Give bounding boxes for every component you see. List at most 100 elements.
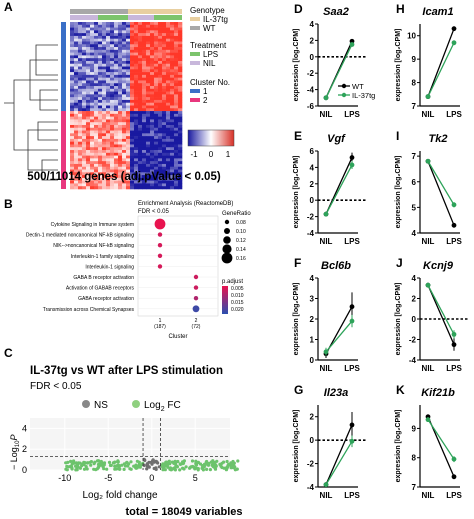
heatmap-cell [90, 158, 95, 162]
heatmap-cell [178, 55, 183, 59]
y-tick-label: 9 [412, 55, 417, 64]
heatmap-cell [154, 72, 159, 76]
heatmap-cell [98, 150, 103, 154]
heatmap-cell [126, 127, 131, 131]
heatmap-cell [158, 91, 163, 95]
heatmap-cell [134, 35, 139, 39]
heatmap-cell [154, 183, 159, 187]
heatmap-cell [94, 105, 99, 109]
x-tick-nil: NIL [422, 110, 435, 119]
heatmap-cell [150, 124, 155, 129]
heatmap-cell [70, 35, 75, 39]
heatmap-cell [118, 74, 123, 78]
heatmap-cell [138, 172, 143, 176]
heatmap-cell [146, 163, 151, 168]
heatmap-cell [142, 186, 147, 190]
heatmap-cell [130, 52, 135, 56]
heatmap-cell [114, 166, 119, 170]
volcano-point [137, 460, 141, 464]
heatmap-cell [158, 94, 163, 98]
heatmap-cell [174, 138, 179, 142]
heatmap-cell [102, 60, 107, 65]
heatmap-cell [150, 172, 155, 176]
heatmap-cell [70, 124, 75, 129]
heatmap-cell [90, 99, 95, 104]
heatmap-cell [86, 60, 91, 65]
heatmap-cell [162, 102, 167, 106]
heatmap-cell [130, 72, 135, 76]
heatmap-cell [130, 55, 135, 59]
heatmap-cell [130, 186, 135, 190]
heatmap-cell [106, 111, 111, 115]
heatmap-cell [94, 163, 99, 168]
wt-point [349, 304, 355, 310]
heatmap-cell [154, 169, 159, 173]
il37tg-point [451, 40, 457, 46]
volcano-point [107, 460, 112, 464]
heatmap-cell [94, 127, 99, 131]
heatmap-cell [78, 113, 83, 117]
heatmap-cell [150, 88, 155, 92]
heatmap-cell [162, 47, 167, 51]
heatmap-cell [118, 113, 123, 117]
heatmap-cell [114, 177, 119, 181]
heatmap-cell [134, 175, 139, 179]
volcano-ylabel: − Log10P [9, 435, 21, 470]
heatmap-cell [74, 180, 79, 184]
il37tg-line [427, 284, 455, 335]
heatmap-cell [114, 58, 119, 62]
heatmap-cell [110, 86, 115, 90]
heatmap-cell [94, 41, 99, 45]
panel-a-caption: 500/11014 genes (adj.pValue < 0.05) [27, 171, 221, 183]
heatmap-cell [122, 86, 127, 90]
x-tick-nil: NIL [422, 237, 435, 246]
heatmap-cell [142, 41, 147, 45]
legend-ns-dot [82, 400, 90, 408]
heatmap-cell [134, 102, 139, 106]
heatmap-cell [130, 102, 135, 106]
heatmap-cell [154, 44, 159, 48]
heatmap-cell [146, 102, 151, 106]
heatmap-cell [158, 49, 163, 53]
heatmap-cell [118, 22, 123, 26]
heatmap-cell [126, 60, 131, 65]
heatmap-cell [154, 152, 159, 156]
heatmap-cell [74, 69, 79, 73]
heatmap-cell [102, 169, 107, 173]
heatmap-cell [70, 138, 75, 142]
heatmap-cell [110, 52, 115, 56]
heatmap-cell [122, 58, 127, 62]
y-tick-label: 0 [412, 315, 417, 324]
heatmap-cell [158, 66, 163, 70]
il37tg-point [349, 162, 355, 168]
heatmap-cell [150, 183, 155, 187]
heatmap-cell [166, 166, 171, 170]
heatmap-cell [150, 163, 155, 168]
heatmap-cell [178, 91, 183, 95]
wt-point [349, 422, 355, 428]
heatmap-cell [122, 177, 127, 181]
gene-title: Bcl6b [321, 260, 351, 272]
heatmap-cell [110, 180, 115, 184]
heatmap-cell [114, 119, 119, 123]
heatmap-cell [166, 130, 171, 134]
heatmap-cell [122, 33, 127, 37]
heatmap-cell [90, 150, 95, 154]
wt-point [451, 26, 457, 32]
volcano-point [88, 460, 92, 464]
heatmap-cell [174, 124, 179, 129]
heatmap-cell [138, 108, 143, 112]
heatmap-cell [134, 30, 139, 34]
heatmap-cell [154, 122, 159, 126]
heatmap-cell [178, 47, 183, 51]
dotplot: Cytokine Signaling in Immune systemDecti… [26, 218, 218, 330]
legend-cluster2-swatch [190, 98, 200, 102]
heatmap-cell [122, 22, 127, 26]
heatmap-cell [106, 41, 111, 45]
heatmap-cell [178, 58, 183, 62]
heatmap-cell [118, 138, 123, 142]
heatmap-cell [126, 105, 131, 109]
heatmap-cell [170, 94, 175, 98]
heatmap-cell [78, 91, 83, 95]
size-legend-title: GeneRatio [222, 211, 251, 217]
